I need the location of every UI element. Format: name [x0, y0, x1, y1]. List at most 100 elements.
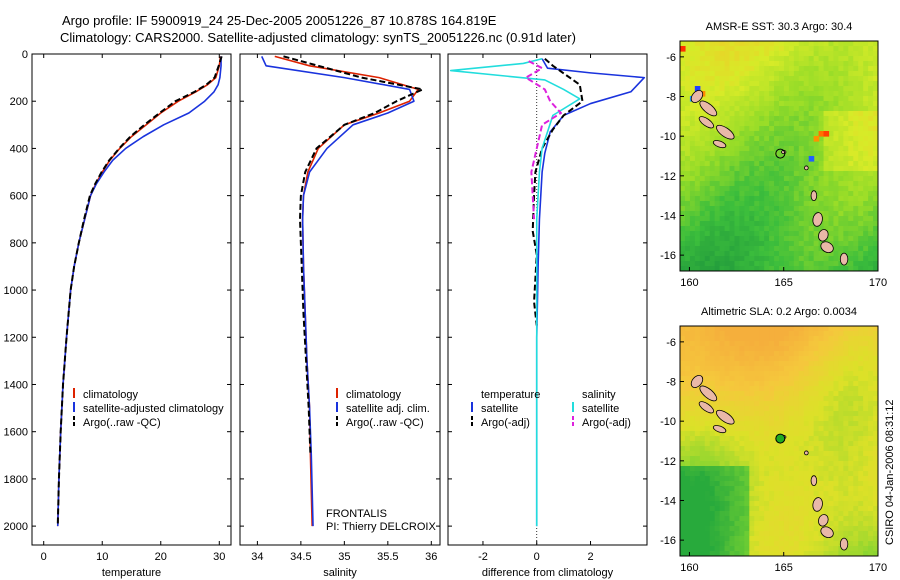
- map-cell: [774, 386, 780, 392]
- map-cell: [868, 351, 874, 357]
- map-cell: [739, 261, 745, 267]
- map-cell: [858, 131, 864, 137]
- map-cell: [783, 251, 790, 257]
- map-highlight-cell: [694, 86, 701, 92]
- map-cell: [704, 361, 711, 367]
- map-cell: [848, 226, 854, 232]
- map-cell: [734, 256, 740, 262]
- map-cell: [754, 506, 760, 512]
- map-cell: [868, 51, 874, 57]
- map-cell: [843, 161, 849, 167]
- map-cell: [729, 386, 736, 392]
- map-cell: [719, 201, 726, 207]
- map-cell: [863, 151, 869, 157]
- island-landmass: [698, 116, 715, 129]
- map-cell: [704, 46, 711, 52]
- map-cell: [848, 421, 854, 427]
- map-cell: [774, 261, 780, 267]
- map-cell: [798, 551, 805, 556]
- map-cell: [848, 431, 854, 437]
- map-cell: [704, 196, 711, 202]
- map-cell: [774, 61, 780, 67]
- island-landmass: [716, 409, 735, 425]
- map-cell: [783, 441, 790, 447]
- map-cell: [724, 381, 731, 387]
- map-cell: [843, 376, 849, 382]
- map-cell: [808, 551, 815, 556]
- map-cell: [684, 111, 691, 117]
- map-cell: [719, 506, 726, 512]
- y-tick-label: -8: [666, 377, 676, 389]
- map-cell: [779, 221, 785, 227]
- map-cell: [744, 501, 750, 507]
- map-cell: [853, 261, 859, 267]
- map-cell: [828, 186, 835, 192]
- map-cell: [803, 96, 810, 102]
- map-cell: [843, 336, 849, 342]
- map-cell: [714, 421, 721, 427]
- map-cell: [694, 366, 701, 372]
- map-cell: [853, 421, 859, 427]
- map-cell: [808, 536, 815, 542]
- map-cell: [754, 81, 760, 87]
- map-cell: [779, 486, 785, 492]
- map-cell: [818, 81, 825, 87]
- map-cell: [714, 171, 721, 177]
- map-cell: [724, 396, 731, 402]
- map-cell: [689, 126, 696, 132]
- map-cell: [734, 331, 740, 337]
- map-cell: [843, 121, 849, 127]
- map-cell: [818, 391, 825, 397]
- map-cell: [754, 376, 760, 382]
- map-cell: [759, 201, 765, 207]
- map-cell: [868, 341, 874, 347]
- map-cell: [873, 81, 878, 87]
- map-cell: [853, 66, 859, 72]
- map-cell: [764, 106, 770, 112]
- map-cell: [694, 236, 701, 242]
- map-cell: [754, 241, 760, 247]
- map-cell: [838, 361, 844, 367]
- map-cell: [788, 486, 795, 492]
- map-cell: [818, 356, 825, 362]
- map-cell: [709, 446, 716, 452]
- map-cell: [853, 196, 859, 202]
- map-cell: [808, 361, 815, 367]
- map-cell: [823, 386, 830, 392]
- map-cell: [823, 46, 830, 52]
- map-cell: [793, 526, 800, 532]
- map-cell: [699, 371, 706, 377]
- map-cell: [729, 381, 736, 387]
- map-cell: [823, 481, 830, 487]
- map-cell: [694, 81, 701, 87]
- map-cell: [818, 261, 825, 267]
- map-cell: [848, 451, 854, 457]
- map-cell: [739, 76, 745, 82]
- map-cell: [684, 361, 691, 367]
- map-cell: [689, 361, 696, 367]
- map-cell: [838, 56, 844, 62]
- map-cell: [838, 151, 844, 157]
- map-cell: [808, 41, 815, 47]
- map-cell: [734, 176, 740, 182]
- map-cell: [744, 71, 750, 77]
- map-cell: [813, 546, 820, 552]
- map-cell: [769, 446, 775, 452]
- map-cell: [853, 541, 859, 547]
- map-cell: [808, 506, 815, 512]
- map-cell: [779, 336, 785, 342]
- map-cell: [689, 491, 696, 497]
- map-cell: [838, 261, 844, 267]
- map-cell: [684, 441, 691, 447]
- map-cell: [818, 456, 825, 462]
- map-cell: [769, 101, 775, 107]
- map-cell: [823, 331, 830, 337]
- map-cell: [788, 471, 795, 477]
- map-cell: [680, 486, 686, 492]
- map-cell: [853, 266, 859, 271]
- map-cell: [759, 541, 765, 547]
- map-cell: [704, 436, 711, 442]
- map-cell: [873, 551, 878, 556]
- map-cell: [788, 116, 795, 122]
- map-cell: [739, 91, 745, 97]
